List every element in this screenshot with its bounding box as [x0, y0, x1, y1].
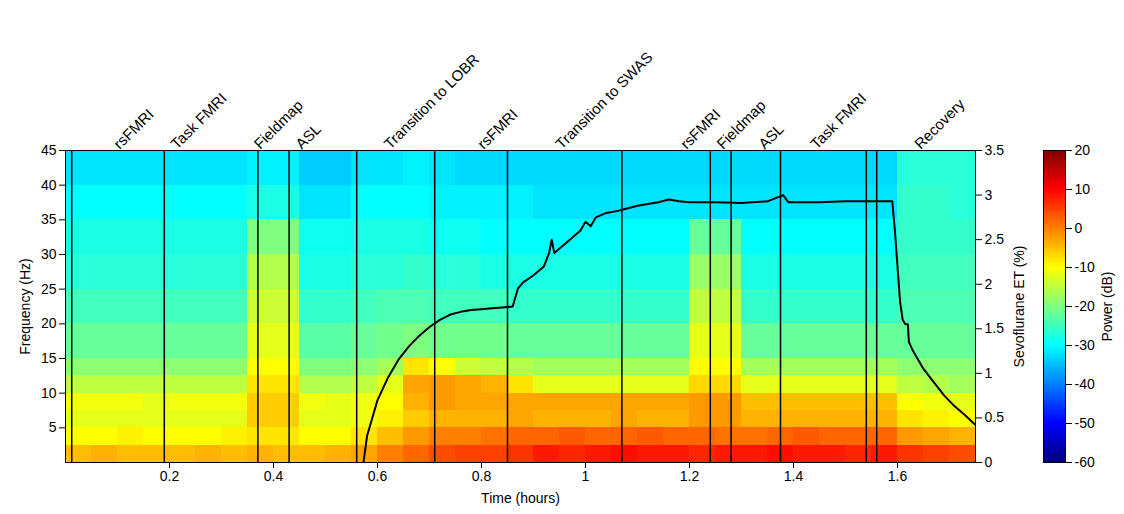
svg-text:45: 45 — [41, 142, 57, 158]
svg-text:2.5: 2.5 — [985, 231, 1005, 247]
svg-text:10: 10 — [1075, 181, 1091, 197]
svg-text:-40: -40 — [1075, 376, 1095, 392]
svg-text:40: 40 — [41, 177, 57, 193]
svg-text:Sevoflurane ET (%): Sevoflurane ET (%) — [1011, 246, 1027, 368]
svg-text:0.2: 0.2 — [160, 468, 180, 484]
svg-text:3: 3 — [985, 187, 993, 203]
svg-text:0: 0 — [985, 454, 993, 470]
svg-text:rsFMRI: rsFMRI — [474, 105, 521, 152]
svg-text:35: 35 — [41, 211, 57, 227]
svg-text:20: 20 — [1075, 142, 1091, 158]
svg-text:3.5: 3.5 — [985, 142, 1005, 158]
svg-text:Fieldmap: Fieldmap — [713, 96, 769, 153]
svg-text:10: 10 — [41, 385, 57, 401]
svg-text:Frequency (Hz): Frequency (Hz) — [17, 258, 33, 354]
svg-text:ASL: ASL — [755, 120, 787, 152]
svg-text:1: 1 — [582, 468, 590, 484]
svg-text:30: 30 — [41, 246, 57, 262]
svg-text:Fieldmap: Fieldmap — [250, 96, 306, 153]
svg-text:Time (hours): Time (hours) — [481, 490, 560, 506]
svg-text:1.5: 1.5 — [985, 320, 1005, 336]
svg-text:1.4: 1.4 — [784, 468, 804, 484]
svg-text:0.4: 0.4 — [264, 468, 284, 484]
svg-text:-10: -10 — [1075, 259, 1095, 275]
svg-text:Recovery: Recovery — [911, 95, 968, 152]
svg-text:25: 25 — [41, 281, 57, 297]
svg-text:ASL: ASL — [292, 120, 324, 152]
svg-text:Power (dB): Power (dB) — [1099, 271, 1115, 341]
svg-text:Transition to LOBR: Transition to LOBR — [380, 50, 482, 152]
svg-text:rsFMRI: rsFMRI — [677, 105, 724, 152]
svg-text:-30: -30 — [1075, 337, 1095, 353]
svg-text:rsFMRI: rsFMRI — [110, 105, 157, 152]
svg-text:1.2: 1.2 — [680, 468, 700, 484]
svg-text:1.6: 1.6 — [888, 468, 908, 484]
svg-text:-50: -50 — [1075, 415, 1095, 431]
svg-text:0: 0 — [1075, 220, 1083, 236]
svg-text:Transition to SWAS: Transition to SWAS — [552, 48, 656, 152]
svg-text:5: 5 — [49, 419, 57, 435]
svg-text:1: 1 — [985, 365, 993, 381]
svg-text:Task FMRI: Task FMRI — [807, 89, 870, 152]
svg-text:0.6: 0.6 — [368, 468, 388, 484]
svg-text:-20: -20 — [1075, 298, 1095, 314]
svg-text:-60: -60 — [1075, 454, 1095, 470]
svg-text:0.5: 0.5 — [985, 409, 1005, 425]
svg-text:20: 20 — [41, 315, 57, 331]
svg-text:15: 15 — [41, 350, 57, 366]
svg-text:2: 2 — [985, 276, 993, 292]
svg-text:0.8: 0.8 — [472, 468, 492, 484]
svg-text:Task FMRI: Task FMRI — [167, 89, 230, 152]
